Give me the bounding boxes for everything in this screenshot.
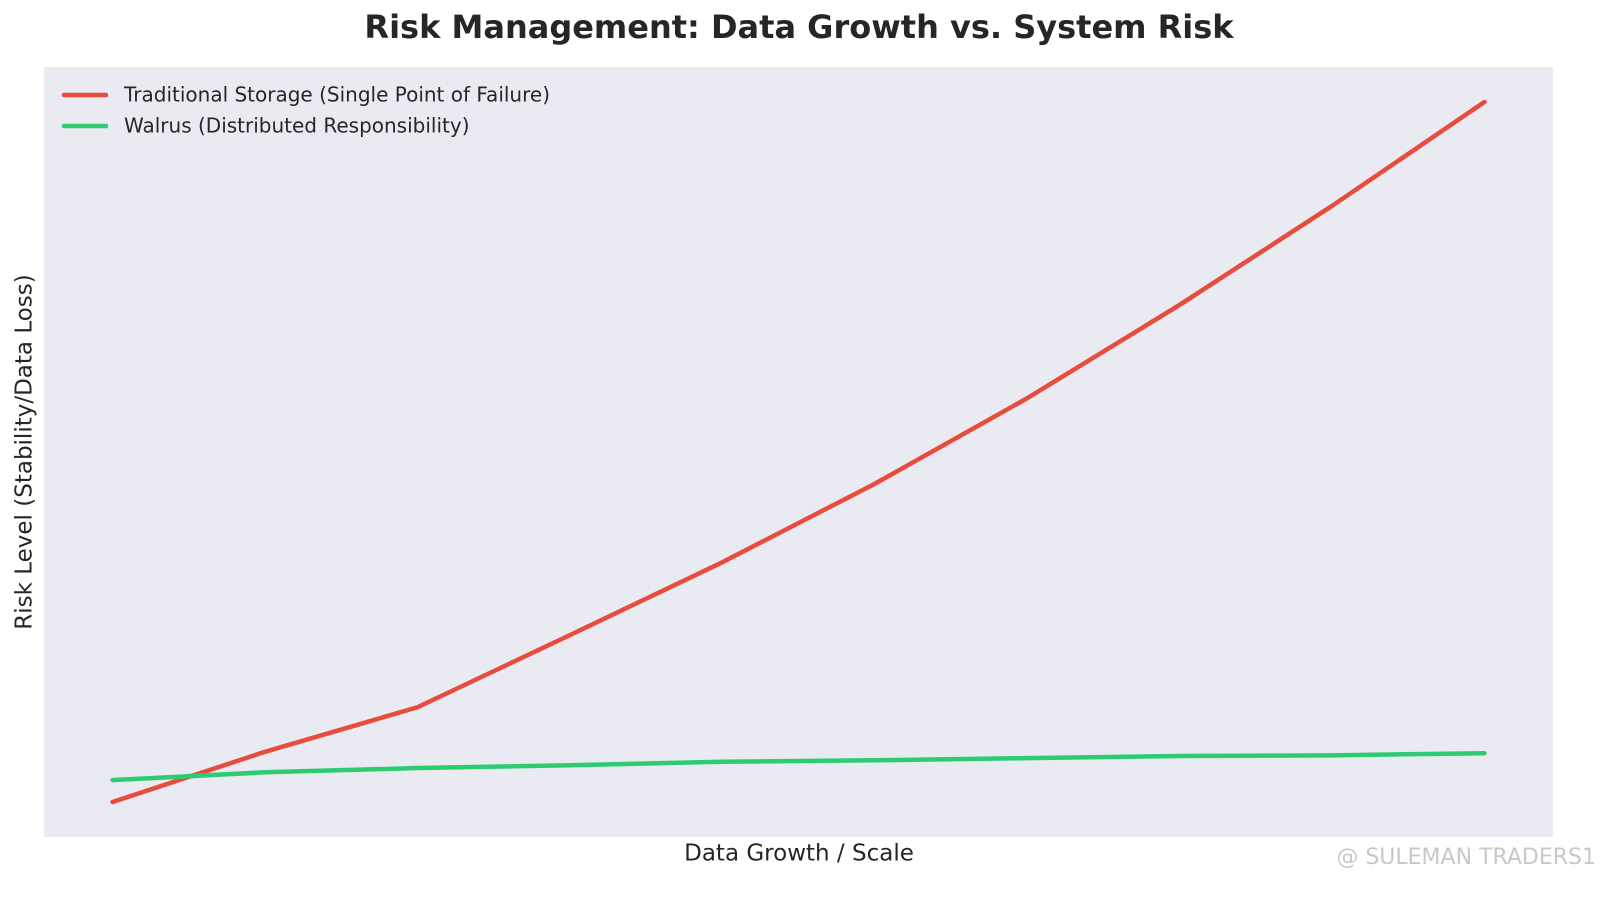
line-series <box>110 750 1487 783</box>
watermark: @ SULEMAN TRADERS1 <box>1336 845 1596 870</box>
chart-title: Risk Management: Data Growth vs. System … <box>364 8 1234 46</box>
legend-label: Traditional Storage (Single Point of Fai… <box>123 83 550 107</box>
line-series <box>110 99 1487 805</box>
y-axis-label: Risk Level (Stability/Data Loss) <box>12 274 38 630</box>
legend-label: Walrus (Distributed Responsibility) <box>124 114 470 138</box>
plot-area <box>44 67 1553 837</box>
x-axis-label: Data Growth / Scale <box>684 841 914 867</box>
